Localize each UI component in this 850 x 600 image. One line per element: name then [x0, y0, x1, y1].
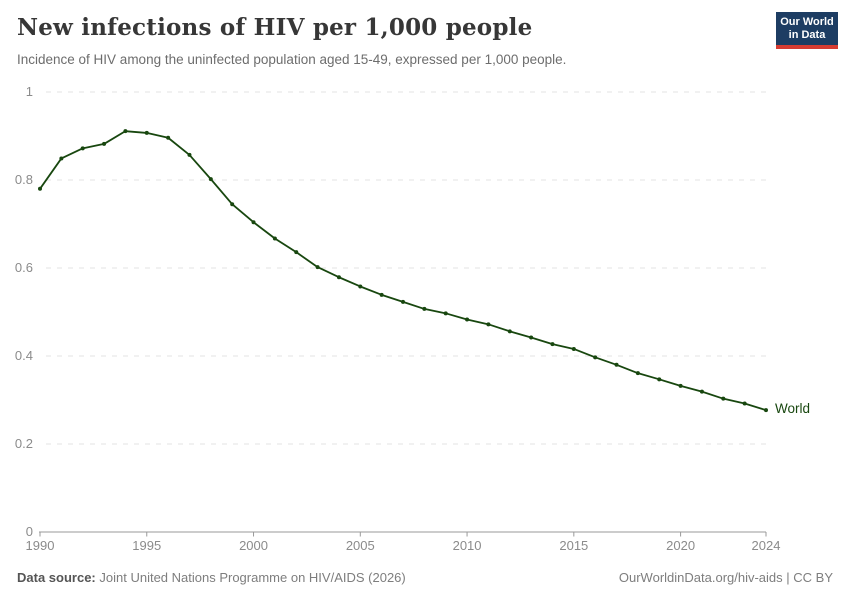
data-point[interactable]	[465, 317, 470, 322]
data-point[interactable]	[358, 284, 363, 289]
x-tick-label: 2020	[666, 538, 695, 553]
data-point[interactable]	[422, 306, 427, 311]
page-title: New infections of HIV per 1,000 people	[17, 14, 533, 41]
data-point[interactable]	[251, 220, 256, 225]
data-point[interactable]	[59, 156, 64, 161]
data-point[interactable]	[336, 275, 341, 280]
data-source-note: Data source: Joint United Nations Progra…	[17, 570, 406, 585]
data-point[interactable]	[38, 186, 42, 191]
data-source-text: Joint United Nations Programme on HIV/AI…	[99, 570, 406, 585]
data-point[interactable]	[401, 299, 405, 304]
data-point[interactable]	[742, 401, 747, 406]
data-point[interactable]	[657, 377, 662, 382]
data-point[interactable]	[507, 329, 512, 334]
data-point[interactable]	[486, 322, 491, 327]
data-point[interactable]	[379, 292, 384, 297]
data-point[interactable]	[272, 236, 277, 241]
x-tick-label: 2024	[752, 538, 781, 553]
x-tick-label: 1995	[132, 538, 161, 553]
owid-logo-line2: in Data	[788, 28, 826, 41]
data-point[interactable]	[614, 362, 619, 367]
data-point[interactable]	[144, 130, 149, 135]
y-tick-label: 0.2	[15, 436, 33, 451]
data-point[interactable]	[187, 152, 192, 157]
data-point[interactable]	[699, 389, 704, 394]
data-point[interactable]	[123, 129, 128, 134]
data-point[interactable]	[102, 141, 107, 146]
data-line-world[interactable]	[39, 130, 767, 412]
chart-subtitle: Incidence of HIV among the uninfected po…	[17, 52, 567, 67]
data-point[interactable]	[166, 135, 171, 140]
y-tick-label: 0.4	[15, 348, 33, 363]
x-tick-label: 2010	[453, 538, 482, 553]
x-tick-label: 2000	[239, 538, 268, 553]
data-point[interactable]	[721, 396, 726, 401]
data-point[interactable]	[208, 177, 213, 182]
y-tick-label: 1	[26, 84, 33, 99]
data-point[interactable]	[764, 408, 768, 413]
owid-logo-line1: Our World	[780, 16, 834, 28]
y-tick-label: 0	[26, 524, 33, 539]
y-tick-label: 0.6	[15, 260, 33, 275]
data-point[interactable]	[529, 335, 534, 340]
data-point[interactable]	[571, 346, 576, 351]
x-tick-label: 1990	[26, 538, 55, 553]
data-source-label: Data source:	[17, 570, 96, 585]
series-label-world[interactable]: World	[775, 401, 811, 417]
data-point[interactable]	[294, 250, 299, 255]
x-tick-label: 2005	[346, 538, 375, 553]
data-point[interactable]	[678, 383, 683, 388]
data-point[interactable]	[315, 265, 320, 270]
x-tick-label: 2015	[559, 538, 588, 553]
data-point[interactable]	[593, 355, 598, 360]
owid-logo[interactable]: Our World in Data	[776, 12, 838, 49]
data-point[interactable]	[80, 146, 85, 151]
data-point[interactable]	[230, 202, 235, 207]
footer-citation-link[interactable]: OurWorldinData.org/hiv-aids | CC BY	[618, 570, 833, 585]
data-point[interactable]	[550, 342, 555, 347]
data-point[interactable]	[443, 311, 448, 316]
y-tick-label: 0.8	[15, 172, 33, 187]
data-point[interactable]	[635, 371, 640, 376]
